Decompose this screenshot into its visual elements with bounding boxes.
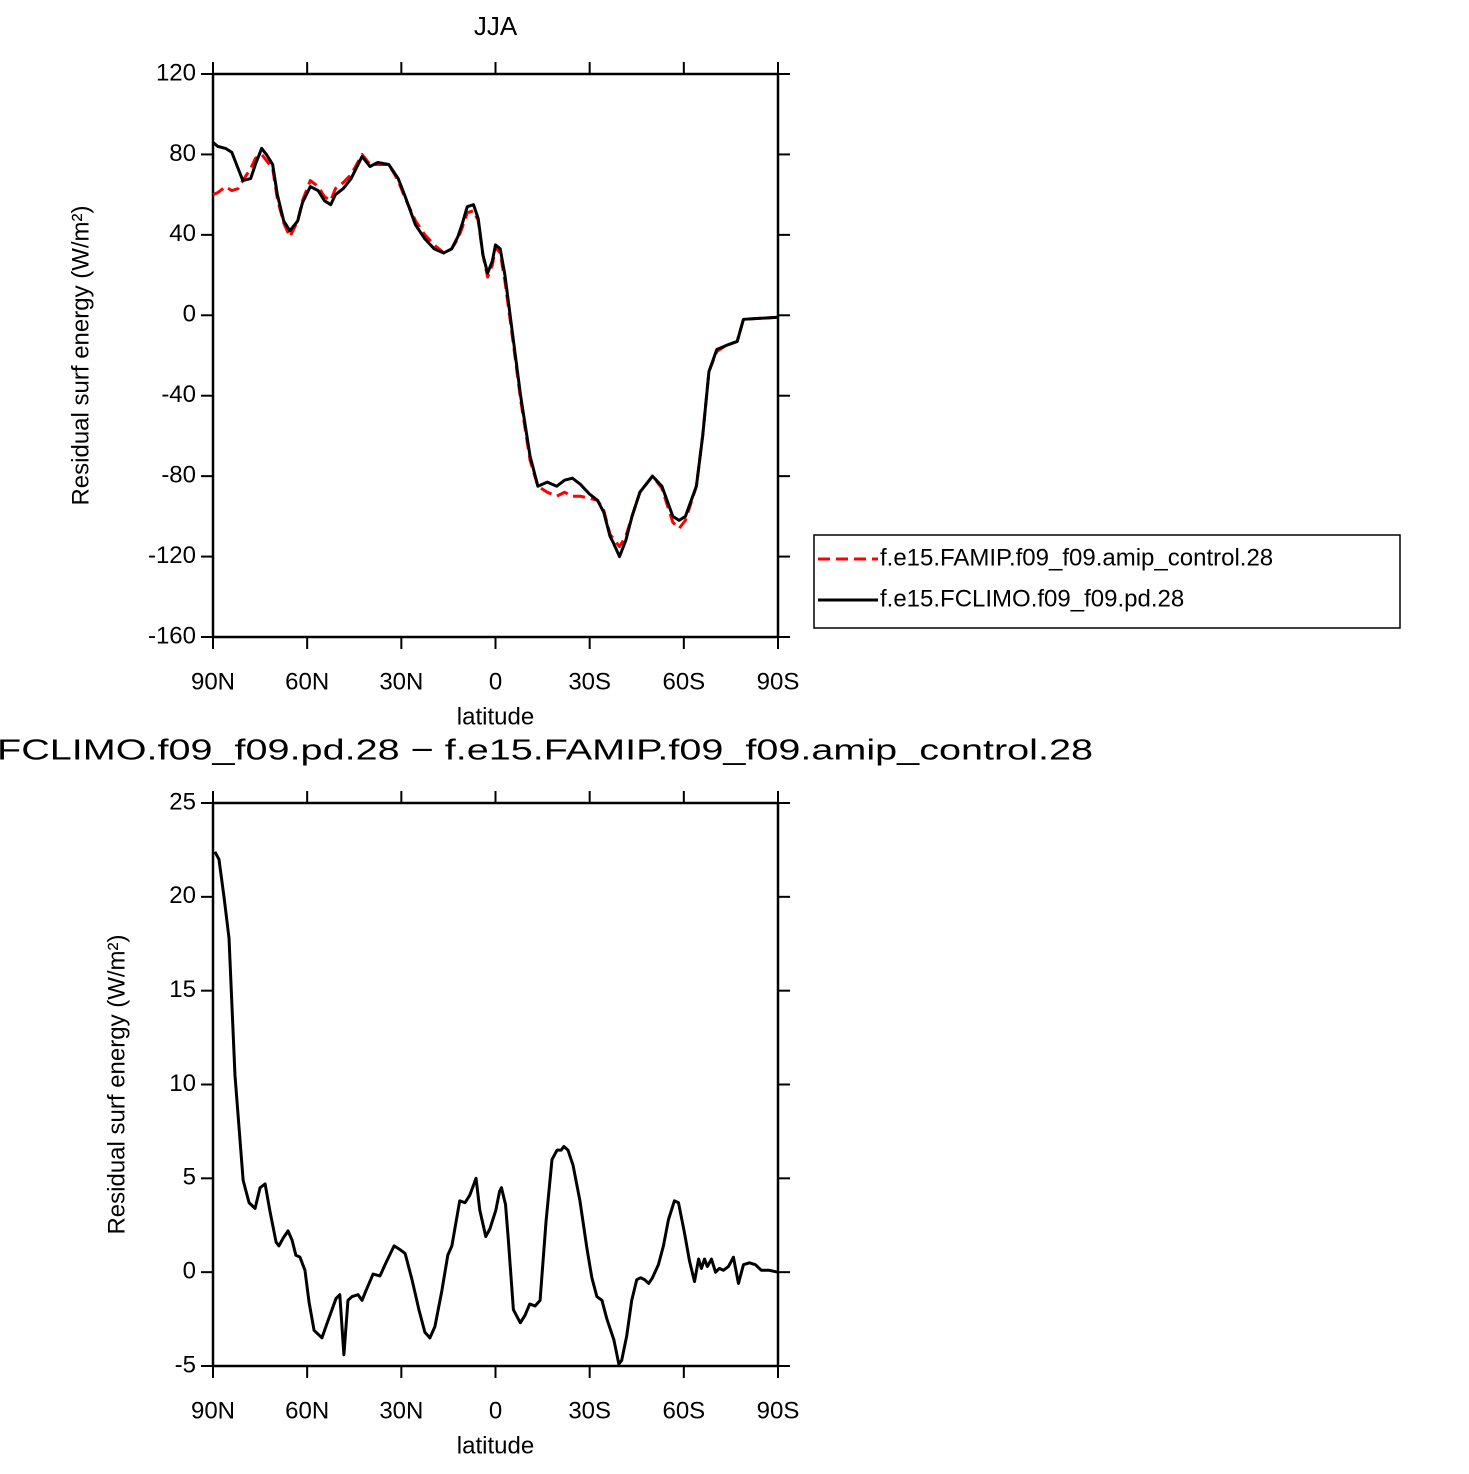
chart-title: f.e15.FCLIMO.f09_f09.pd.28 − f.e15.FAMIP… xyxy=(0,735,1093,767)
legend-box xyxy=(813,534,1401,629)
y-tick-label: 10 xyxy=(169,1070,196,1097)
data-line xyxy=(212,141,779,559)
y-tick-label: 120 xyxy=(156,59,196,86)
y-tick-label: 25 xyxy=(169,788,196,815)
y-tick-label: 20 xyxy=(169,882,196,909)
x-axis-label: latitude xyxy=(457,703,534,730)
x-tick-label: 30N xyxy=(379,1397,423,1424)
x-tick-label: 60S xyxy=(662,1397,705,1424)
legend-label: f.e15.FCLIMO.f09_f09.pd.28 xyxy=(880,585,1184,612)
x-tick-label: 90S xyxy=(757,1397,800,1424)
y-tick-label: 40 xyxy=(169,220,196,247)
y-tick-label: 5 xyxy=(183,1164,196,1191)
y-axis-label: Residual surf energy (W/m²) xyxy=(67,205,94,505)
chart-title: JJA xyxy=(474,11,518,41)
y-tick-label: 80 xyxy=(169,140,196,167)
x-tick-label: 0 xyxy=(489,1397,502,1424)
y-tick-label: -120 xyxy=(148,542,196,569)
x-tick-label: 60N xyxy=(285,1397,329,1424)
data-line xyxy=(213,851,779,1366)
x-tick-label: 30S xyxy=(568,668,611,695)
x-tick-label: 30S xyxy=(568,1397,611,1424)
data-line xyxy=(212,152,779,549)
y-tick-label: -80 xyxy=(161,461,196,488)
y-tick-label: 0 xyxy=(183,301,196,328)
legend-label: f.e15.FAMIP.f09_f09.amip_control.28 xyxy=(880,544,1273,571)
y-axis-label: Residual surf energy (W/m²) xyxy=(103,934,130,1234)
y-tick-label: 15 xyxy=(169,976,196,1003)
plot-frame xyxy=(211,72,780,639)
y-tick-label: -5 xyxy=(175,1351,196,1378)
y-tick-label: -160 xyxy=(148,622,196,649)
x-tick-label: 90N xyxy=(191,668,235,695)
x-tick-label: 0 xyxy=(489,668,502,695)
y-tick-label: 0 xyxy=(183,1258,196,1285)
x-tick-label: 90S xyxy=(757,668,800,695)
x-tick-label: 60S xyxy=(662,668,705,695)
x-tick-label: 60N xyxy=(285,668,329,695)
y-tick-label: -40 xyxy=(161,381,196,408)
x-tick-label: 30N xyxy=(379,668,423,695)
x-tick-label: 90N xyxy=(191,1397,235,1424)
x-axis-label: latitude xyxy=(457,1432,534,1459)
